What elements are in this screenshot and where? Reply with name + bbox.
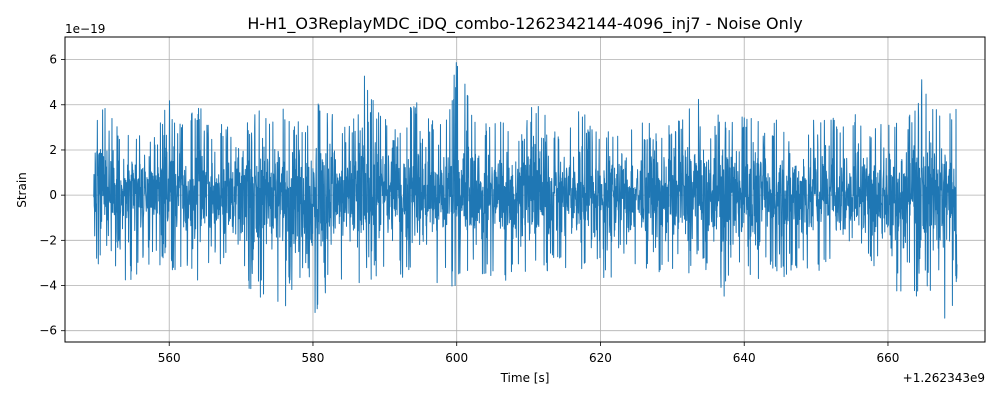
y-tick-label: −4 (39, 279, 57, 293)
chart-title: H-H1_O3ReplayMDC_iDQ_combo-1262342144-40… (247, 14, 802, 34)
y-tick-label: 0 (49, 188, 57, 202)
y-scale-label: 1e−19 (65, 22, 105, 36)
grid (65, 37, 985, 342)
y-tick-label: 4 (49, 98, 57, 112)
y-tick-label: 2 (49, 143, 57, 157)
y-tick-label: −2 (39, 233, 57, 247)
y-axis: −6 −4 −2 0 2 4 6 (39, 53, 65, 338)
signal-trace (93, 62, 958, 319)
x-offset-label: +1.262343e9 (903, 371, 985, 385)
x-tick-label: 660 (877, 351, 900, 365)
y-tick-label: −6 (39, 324, 57, 338)
x-axis-label: Time [s] (500, 371, 550, 385)
y-axis-label: Strain (15, 172, 29, 208)
y-tick-label: 6 (49, 53, 57, 67)
x-axis: 560 580 600 620 640 660 (158, 342, 900, 365)
x-tick-label: 640 (733, 351, 756, 365)
strain-line (93, 62, 958, 319)
x-tick-label: 580 (302, 351, 325, 365)
plot-frame (64, 36, 986, 343)
x-tick-label: 620 (589, 351, 612, 365)
x-tick-label: 560 (158, 351, 181, 365)
x-tick-label: 600 (445, 351, 468, 365)
